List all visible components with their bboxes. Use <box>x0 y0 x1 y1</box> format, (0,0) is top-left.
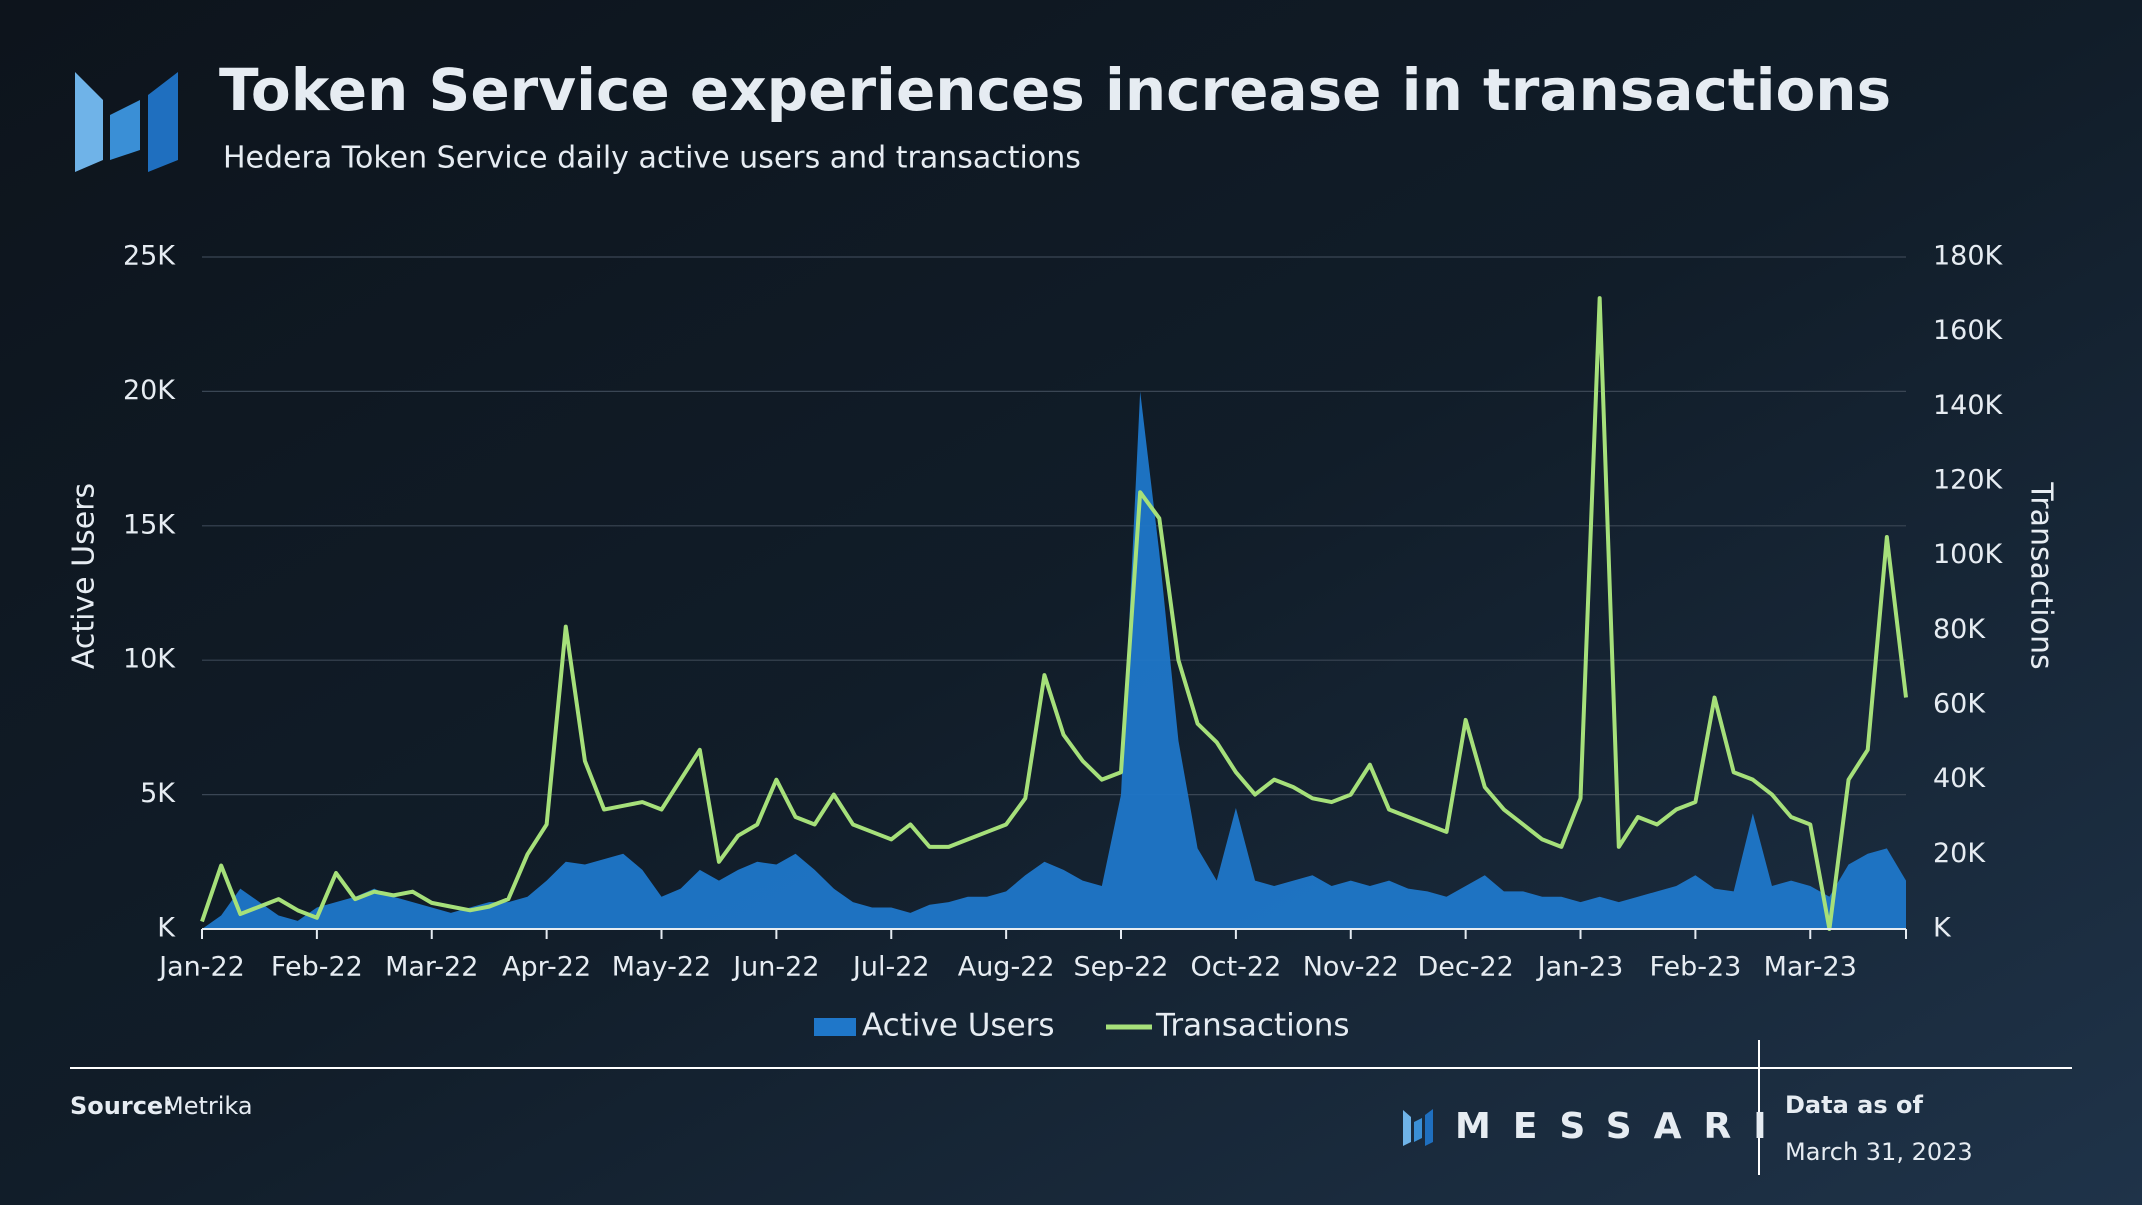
y-tick-label: K <box>157 913 176 944</box>
x-tick-label: Feb-22 <box>271 952 363 983</box>
x-tick-label: Jul-22 <box>851 952 930 983</box>
line <box>200 296 1908 931</box>
y2-tick-label: 180K <box>1933 241 2004 272</box>
x-tick-label: May-22 <box>612 952 711 983</box>
chart-title: Token Service experiences increase in tr… <box>219 56 1891 124</box>
x-tick-label: Jan-22 <box>157 952 245 983</box>
y-axis-title: Active Users <box>67 483 102 669</box>
x-tick-label: Mar-22 <box>385 952 478 983</box>
y-tick-label: 20K <box>123 375 176 406</box>
y-tick-label: 5K <box>140 778 176 809</box>
y2-tick-label: 140K <box>1933 390 2004 421</box>
x-tick-label: Aug-22 <box>958 952 1055 983</box>
legend-swatch <box>814 1018 856 1036</box>
x-tick-label: Feb-23 <box>1649 952 1741 983</box>
y2-tick-label: 160K <box>1933 315 2004 346</box>
brand-logo <box>1403 1109 1433 1146</box>
y2-tick-label: 120K <box>1933 465 2004 496</box>
y2-tick-label: 100K <box>1933 539 2004 570</box>
source-label: Source: <box>70 1092 173 1120</box>
brand: MESSARI <box>1455 1106 1789 1147</box>
y-tick-label: 15K <box>123 509 176 540</box>
y-tick-label: 25K <box>123 241 176 272</box>
data-date: March 31, 2023 <box>1785 1138 1973 1166</box>
y-tick-label: 10K <box>123 644 176 675</box>
x-tick-label: Jan-23 <box>1536 952 1624 983</box>
chart-subtitle: Hedera Token Service daily active users … <box>223 141 1081 176</box>
y2-tick-label: 20K <box>1933 838 1986 869</box>
legend-label: Active Users <box>862 1008 1055 1044</box>
x-tick-label: Oct-22 <box>1190 952 1281 983</box>
x-tick-label: Apr-22 <box>502 952 591 983</box>
y2-tick-label: 60K <box>1933 689 1986 720</box>
x-tick-label: Nov-22 <box>1303 952 1399 983</box>
data-as-of: Data as of <box>1785 1091 1923 1119</box>
x-tick-label: Jun-22 <box>731 952 819 983</box>
x-tick-label: Dec-22 <box>1417 952 1513 983</box>
y2-tick-label: K <box>1933 913 1952 944</box>
logo <box>75 72 178 172</box>
y2-axis-title: Transactions <box>2024 481 2059 669</box>
x-tick-label: Mar-23 <box>1764 952 1857 983</box>
legend-label: Transactions <box>1155 1008 1350 1044</box>
x-tick-label: Sep-22 <box>1074 952 1169 983</box>
y2-tick-label: 40K <box>1933 763 1986 794</box>
y2-tick-label: 80K <box>1933 614 1986 645</box>
source: Metrika <box>163 1092 253 1120</box>
